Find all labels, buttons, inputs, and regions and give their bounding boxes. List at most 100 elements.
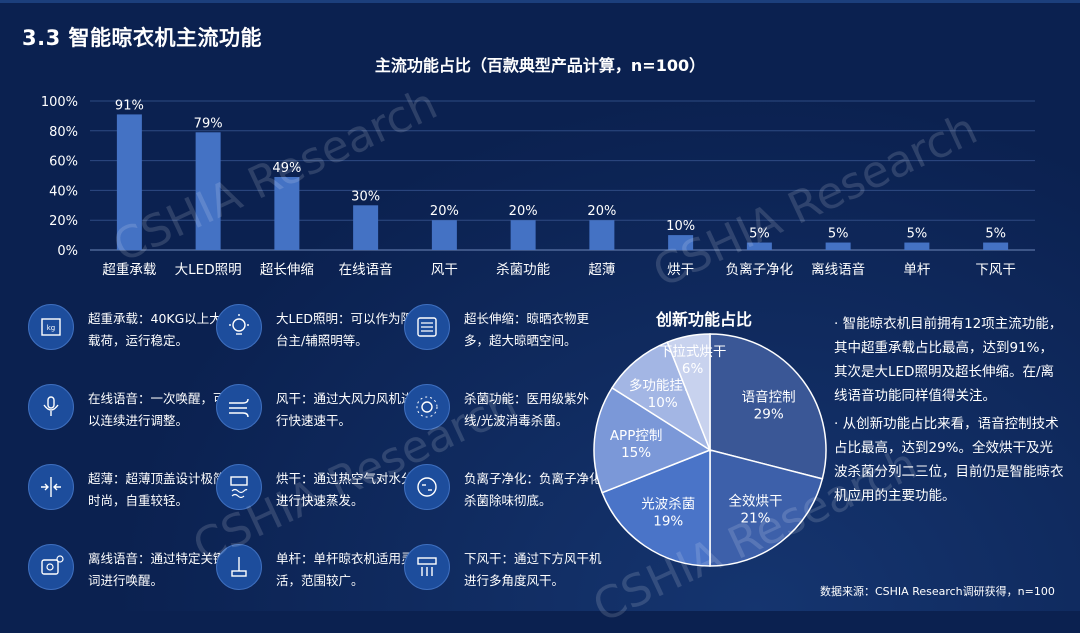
slim-profile-icon <box>28 464 74 510</box>
bar-value-label: 5% <box>907 227 928 242</box>
feature-item: 烘干：通过热空气对水分进行快速蒸发。 <box>216 460 414 530</box>
pie-slice-label: APP控制 <box>610 428 663 444</box>
offline-voice-icon <box>28 544 74 590</box>
pie-slice <box>601 448 711 567</box>
x-tick-label: 杀菌功能 <box>496 262 550 278</box>
pie-slice-value: 21% <box>740 511 770 527</box>
pie-slice-label: 全效烘干 <box>729 493 783 510</box>
pie-slice-value: 19% <box>653 513 683 529</box>
pie-slice <box>666 333 711 451</box>
feature-description: 超重承载：40KG以上大载荷，运行稳定。 <box>88 311 222 348</box>
bar-value-label: 5% <box>828 227 849 242</box>
pie-slice <box>709 449 824 567</box>
pie-slice-value: 10% <box>648 395 678 411</box>
pie-slice-value: 29% <box>754 406 784 422</box>
bar <box>825 242 851 250</box>
bar-chart: 0% 20% 40% 60% 80% 100% 91% 超重承载 79% 大LED照明 49% 超长伸… <box>41 95 1035 278</box>
feature-description: 离线语音：通过特定关键词进行唤醒。 <box>88 551 226 588</box>
x-tick-label: 离线语音 <box>811 261 865 278</box>
negative-ion-icon <box>404 464 450 510</box>
light-bulb-icon <box>216 304 262 350</box>
pie-chart-title: 创新功能占比 <box>656 310 753 329</box>
single-rod-icon <box>216 544 262 590</box>
bar <box>353 205 379 250</box>
bar <box>668 235 694 250</box>
y-tick-label: 20% <box>49 214 78 229</box>
weight-scale-icon: kg <box>28 304 74 350</box>
feature-item: 单杆：单杆晾衣机适用灵活，范围较广。 <box>216 540 414 610</box>
y-tick-label: 60% <box>49 155 78 170</box>
x-tick-label: 单杆 <box>903 262 931 278</box>
microphone-icon <box>28 384 74 430</box>
x-tick-label: 下风干 <box>975 262 1016 278</box>
insight-paragraph: · 智能晾衣机目前拥有12项主流功能，其中超重承载占比最高，达到91%，其次是大… <box>834 316 1063 404</box>
bar <box>116 114 142 250</box>
bar <box>431 220 457 250</box>
bar <box>746 242 772 250</box>
feature-description: 大LED照明：可以作为阳台主/辅照明等。 <box>276 311 413 348</box>
bar <box>274 176 300 250</box>
bar-value-label: 20% <box>430 204 459 219</box>
x-tick-label: 负离子净化 <box>726 261 794 278</box>
pie-slice <box>611 341 712 452</box>
bar-value-label: 79% <box>194 116 223 131</box>
feature-item: 风干：通过大风力风机进行快速速干。 <box>216 380 414 450</box>
top-rule <box>0 0 1080 3</box>
page-title: 3.3 智能晾衣机主流功能 <box>22 26 263 50</box>
heat-dry-icon <box>216 464 262 510</box>
svg-text:kg: kg <box>47 324 56 332</box>
feature-description: 烘干：通过热空气对水分进行快速蒸发。 <box>276 471 414 508</box>
wind-icon <box>216 384 262 430</box>
pie-slice <box>709 333 827 480</box>
pie-slice-value: 15% <box>621 445 651 461</box>
bar-value-label: 10% <box>666 219 695 234</box>
x-tick-label: 风干 <box>431 262 458 278</box>
bar <box>510 220 536 250</box>
feature-description: 单杆：单杆晾衣机适用灵活，范围较广。 <box>276 551 414 588</box>
x-tick-label: 超长伸缩 <box>260 262 314 278</box>
feature-item: 离线语音：通过特定关键词进行唤醒。 <box>28 540 226 610</box>
feature-grid: kg 超重承载：40KG以上大载荷，运行稳定。 大LED照明：可以作为阳台主/辅照明… <box>28 300 608 600</box>
feature-description: 超薄：超薄顶盖设计极简时尚，自重较轻。 <box>88 471 226 508</box>
bar <box>904 242 930 250</box>
feature-item: kg 超重承载：40KG以上大载荷，运行稳定。 <box>28 300 222 370</box>
sterilize-icon <box>404 384 450 430</box>
pie-slice-label: 光波杀菌 <box>641 496 695 512</box>
bar-value-label: 5% <box>985 227 1006 242</box>
feature-description: 风干：通过大风力风机进行快速速干。 <box>276 391 414 428</box>
x-tick-label: 烘干 <box>667 262 694 278</box>
pie-slice-label: 语音控制 <box>742 388 796 405</box>
feature-item: 在线语音：一次唤醒，可以连续进行调整。 <box>28 380 226 450</box>
x-tick-label: 大LED照明 <box>175 262 242 278</box>
x-tick-label: 超薄 <box>588 262 615 278</box>
feature-description: 杀菌功能：医用级紫外线/光波消毒杀菌。 <box>464 391 590 428</box>
y-tick-label: 80% <box>49 125 78 140</box>
bar <box>983 242 1009 250</box>
feature-description: 负离子净化：负离子净化杀菌除味彻底。 <box>464 471 602 508</box>
bar-value-label: 30% <box>351 189 380 204</box>
pie-slice-label: 下拉式烘干 <box>659 344 727 360</box>
pie-slice-value: 6% <box>682 361 704 377</box>
feature-item: 杀菌功能：医用级紫外线/光波消毒杀菌。 <box>404 380 594 450</box>
feature-item: 超薄：超薄顶盖设计极简时尚，自重较轻。 <box>28 460 226 530</box>
feature-item: 下风干：通过下方风干机进行多角度风干。 <box>404 540 602 610</box>
x-tick-label: 超重承载 <box>102 262 156 278</box>
y-tick-label: 100% <box>41 95 78 110</box>
feature-description: 超长伸缩：晾晒衣物更多，超大晾晒空间。 <box>464 311 590 348</box>
x-tick-label: 在线语音 <box>339 261 393 278</box>
feature-item: 大LED照明：可以作为阳台主/辅照明等。 <box>216 300 413 370</box>
feature-description: 在线语音：一次唤醒，可以连续进行调整。 <box>88 391 226 428</box>
bar-value-label: 20% <box>587 204 616 219</box>
feature-item: 超长伸缩：晾晒衣物更多，超大晾晒空间。 <box>404 300 594 370</box>
insight-paragraph: · 从创新功能占比来看，语音控制技术占比最高，达到29%。全效烘干及光波杀菌分列… <box>834 416 1064 504</box>
feature-item: 负离子净化：负离子净化杀菌除味彻底。 <box>404 460 602 530</box>
bar-value-label: 20% <box>509 204 538 219</box>
bar <box>195 132 221 250</box>
bar-value-label: 91% <box>115 98 144 113</box>
background-glow <box>0 0 1080 611</box>
bar-chart-title: 主流功能占比（百款典型产品计算，n=100） <box>374 56 706 75</box>
pie-slice-label: 多功能挂钩 <box>629 377 697 394</box>
bar <box>589 220 615 250</box>
down-airflow-icon <box>404 544 450 590</box>
